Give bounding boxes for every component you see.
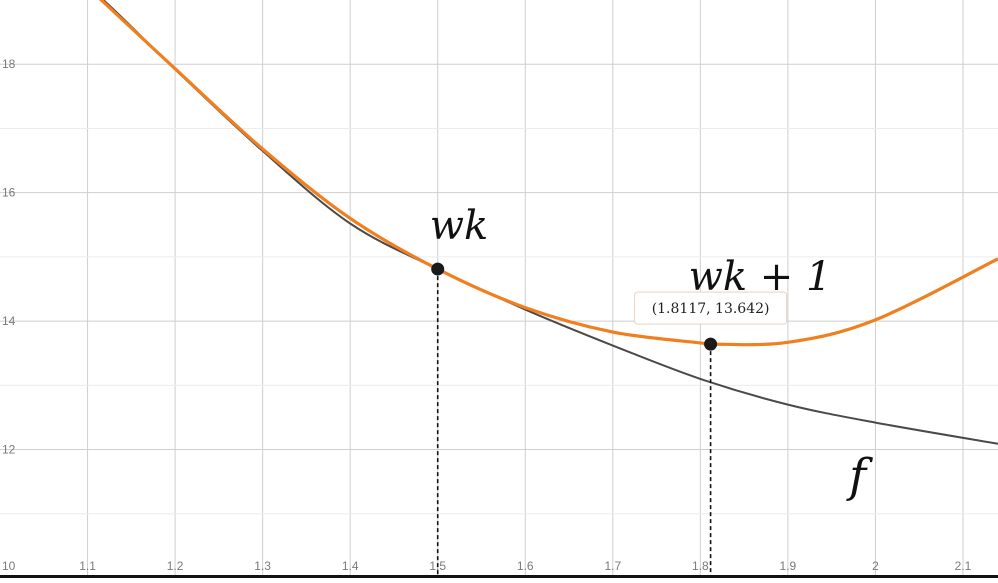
tick-labels: 1.1 1.2 1.3 1.4 1.5 1.6 1.7 1.8 1.9 2 2.1121416181… [2,57,972,573]
coordinate-tooltip: (1.8117, 13.642) [634,291,788,325]
point-marker [704,337,718,351]
x-tick-label: 1.8 [692,559,709,573]
x-tick-label: 1.7 [604,559,621,573]
x-tick-label: 1.3 [254,559,271,573]
x-tick-label: 1.2 [167,559,184,573]
tooltip-box [634,291,788,325]
point-label: wk [430,203,488,249]
curve-f-label: f [846,448,873,502]
point-marker [431,262,445,276]
data-points [431,262,718,351]
x-tick-label: 1.4 [342,559,359,573]
y-tick-label: 14 [2,314,16,328]
y-tick-label: 16 [2,186,16,200]
projection-lines [436,269,712,578]
curve-quadratic [98,0,998,347]
y-tick-label: 12 [2,443,16,457]
x-tick-label: 2 [872,559,879,573]
y-tick-label: 18 [2,57,16,71]
tooltip-text: (1.8117, 13.642) [652,301,770,317]
origin-tick-label: 10 [2,559,16,573]
x-tick-label: 1.1 [79,559,96,573]
x-tick-label: 1.9 [780,559,797,573]
curve-f [102,0,998,445]
x-tick-label: 2.1 [955,559,972,573]
x-tick-label: 1.6 [517,559,534,573]
bottom-border [0,575,998,578]
